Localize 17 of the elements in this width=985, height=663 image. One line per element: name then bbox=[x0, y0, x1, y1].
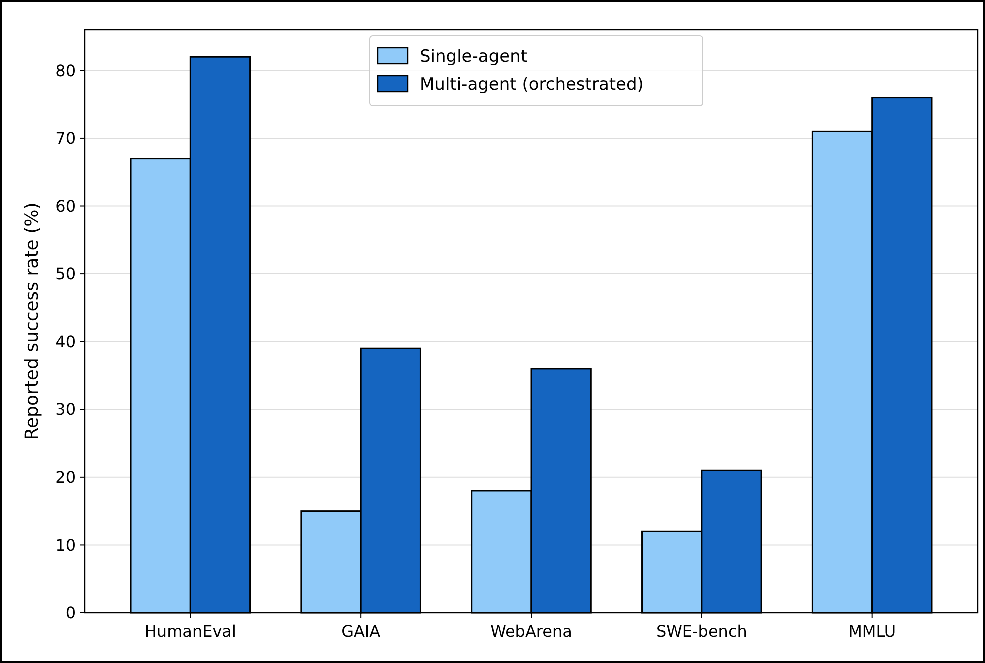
y-tick-label: 10 bbox=[56, 536, 76, 555]
y-tick-label: 60 bbox=[56, 196, 76, 216]
x-tick-label: WebArena bbox=[490, 622, 572, 641]
y-tick-label: 30 bbox=[56, 400, 76, 420]
x-tick-label: HumanEval bbox=[144, 622, 236, 641]
y-tick-label: 70 bbox=[56, 129, 76, 148]
y-tick-label: 20 bbox=[56, 468, 76, 488]
y-tick-label: 0 bbox=[66, 604, 76, 623]
y-tick-label: 80 bbox=[56, 61, 76, 80]
x-tick-label: MMLU bbox=[848, 622, 896, 641]
legend-label: Multi-agent (orchestrated) bbox=[420, 74, 644, 95]
legend-label: Single-agent bbox=[420, 46, 528, 67]
y-axis-title: Reported success rate (%) bbox=[22, 202, 43, 440]
x-tick-label: SWE-bench bbox=[656, 622, 748, 641]
y-tick-label: 50 bbox=[56, 264, 76, 284]
y-tick-label: 40 bbox=[56, 332, 76, 352]
x-tick-label: GAIA bbox=[342, 622, 381, 641]
